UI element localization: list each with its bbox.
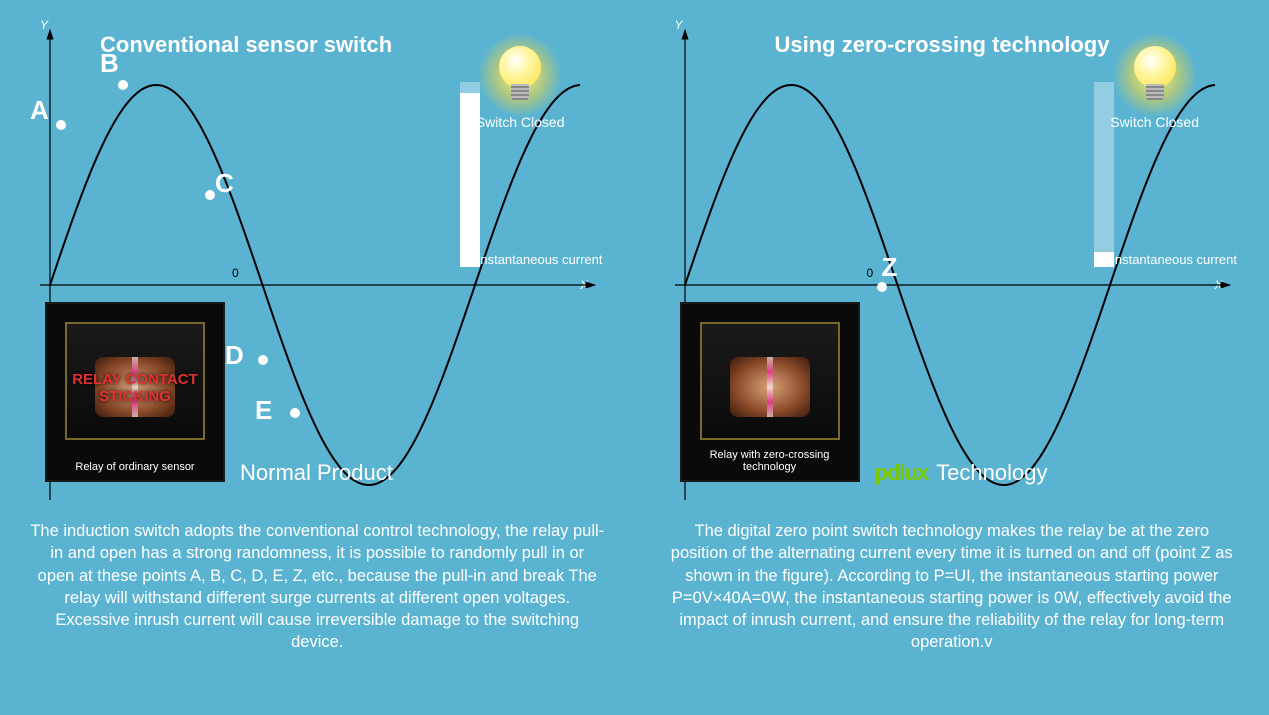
relay-caption-left: Relay of ordinary sensor: [75, 461, 194, 474]
point-E: [290, 408, 300, 418]
bulb-right: Switch Closed: [1110, 40, 1199, 130]
relay-image-left: RELAY CONTACTSTICKING Relay of ordinary …: [45, 302, 225, 482]
description-right: The digital zero point switch technology…: [665, 520, 1240, 654]
point-label-D: D: [225, 340, 244, 371]
relay-image-right: Relay with zero-crossing technology: [680, 302, 860, 482]
point-A: [56, 120, 66, 130]
bar-fill-left: [460, 93, 480, 267]
point-label-E: E: [255, 395, 272, 426]
bulb-left: Switch Closed: [476, 40, 565, 130]
bulb-base-icon: [1146, 84, 1164, 100]
point-label-Z: Z: [882, 252, 898, 283]
bulb-base-icon: [511, 84, 529, 100]
relay-overlay-text: RELAY CONTACTSTICKING: [72, 372, 198, 405]
point-label-A: A: [30, 95, 49, 126]
current-bar-left: [460, 82, 480, 267]
product-label-right: pdlux Technology: [875, 460, 1048, 486]
instantaneous-label-left: Instantaneous current: [477, 252, 603, 267]
bulb-glass-icon: [1134, 46, 1176, 88]
relay-caption-right: Relay with zero-crossing technology: [688, 449, 852, 474]
point-B: [118, 80, 128, 90]
pdlux-logo: pdlux: [875, 460, 929, 486]
point-D: [258, 355, 268, 365]
current-bar-right: [1094, 82, 1114, 267]
point-Z: [877, 282, 887, 292]
right-panel: Using zero-crossing technology Y X 0 Z S…: [635, 0, 1269, 715]
description-left: The induction switch adopts the conventi…: [30, 520, 605, 654]
point-label-C: C: [215, 168, 234, 199]
product-label-left: Normal Product: [240, 460, 393, 486]
left-panel: Conventional sensor switch Y X 0 A B C D…: [0, 0, 635, 715]
point-C: [205, 190, 215, 200]
bulb-glass-icon: [499, 46, 541, 88]
point-label-B: B: [100, 48, 119, 79]
instantaneous-label-right: Instantaneous current: [1111, 252, 1237, 267]
